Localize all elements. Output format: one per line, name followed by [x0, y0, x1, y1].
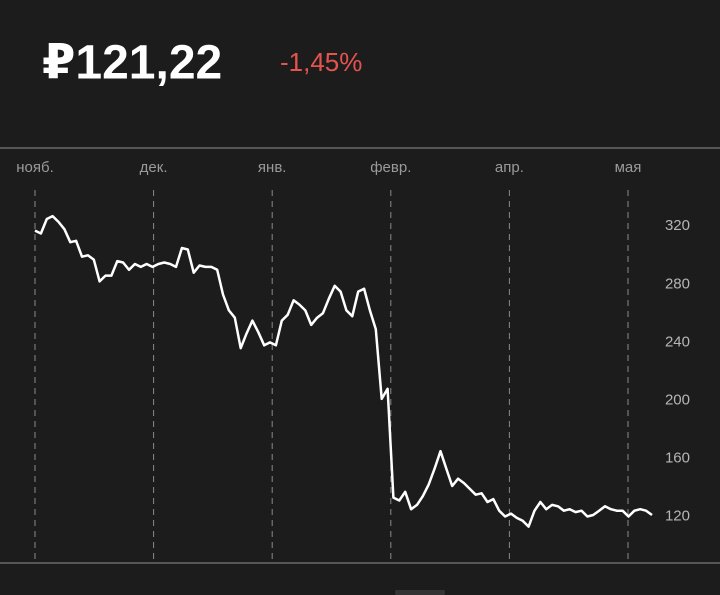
y-tick-label: 120	[665, 507, 690, 524]
price: ₽121,22	[42, 37, 222, 90]
y-tick-label: 240	[665, 333, 690, 350]
month-label: нояб.	[16, 159, 54, 176]
month-label: мая	[615, 159, 642, 176]
y-tick-label: 200	[665, 391, 690, 408]
y-tick-label: 160	[665, 449, 690, 466]
y-tick-label: 320	[665, 217, 690, 234]
month-label: янв.	[258, 159, 287, 176]
price-change: -1,45%	[280, 47, 362, 77]
price-line	[34, 214, 653, 528]
scroll-handle	[395, 590, 445, 595]
month-label: февр.	[370, 159, 411, 176]
y-tick-label: 280	[665, 275, 690, 292]
month-label: дек.	[140, 159, 168, 176]
month-label: апр.	[495, 159, 524, 176]
